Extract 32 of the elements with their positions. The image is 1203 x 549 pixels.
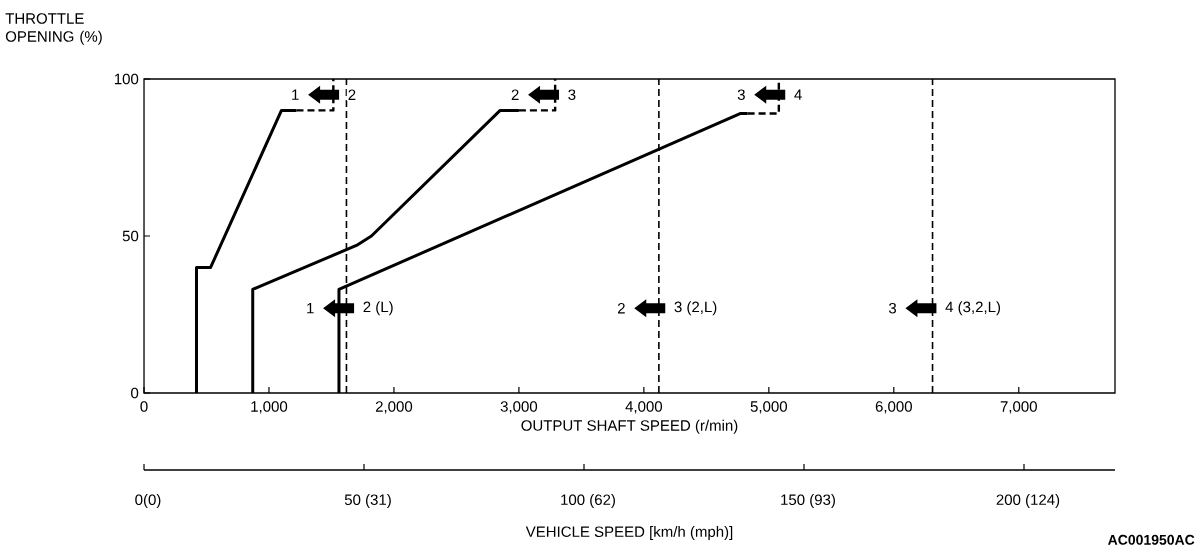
y-tick-label: 50 [122, 230, 139, 242]
y-tick-label: 100 [114, 73, 139, 85]
text: 200 (124) [996, 494, 1060, 508]
x-tick-label: 1,000 [251, 401, 288, 414]
x-tick-label: 2,000 [375, 401, 413, 414]
annotation: 1 [307, 303, 314, 314]
annotation: 4 [794, 89, 802, 100]
annotation: 1 [292, 89, 299, 100]
annotation: 3 [568, 89, 576, 100]
text: 0(0) [135, 494, 161, 508]
annotation: 2 [511, 89, 519, 100]
text: 50 (31) [344, 494, 391, 508]
text: 100 (62) [561, 494, 615, 508]
x-tick-label: 3,000 [500, 401, 538, 414]
y-axis-title: THROTTLE OPENING (%) [5, 13, 102, 45]
annotation: 2 [348, 89, 356, 100]
annotation: 2 [617, 302, 625, 314]
x-axis-title: OUTPUT SHAFT SPEED (r/min) [521, 419, 738, 434]
x-tick-label: 7,000 [1000, 401, 1037, 414]
annotation: 2 (L) [363, 301, 393, 316]
text: AC001950AC [1107, 534, 1195, 545]
x-tick-label: 4,000 [625, 401, 663, 414]
text: 150 (93) [781, 494, 835, 508]
x2-axis-title: VEHICLE SPEED [km/h (mph)] [525, 525, 733, 540]
x-tick-label: 0 [140, 401, 148, 412]
y-tick-label: 0 [131, 387, 139, 399]
annotation: 4 (3,2,L) [945, 301, 1001, 316]
x-tick-label: 6,000 [875, 401, 912, 414]
annotation: 3 [888, 302, 897, 314]
x-tick-label: 5,000 [750, 401, 788, 414]
annotation: 3 [737, 89, 745, 100]
annotation: 3 (2,L) [674, 301, 717, 316]
